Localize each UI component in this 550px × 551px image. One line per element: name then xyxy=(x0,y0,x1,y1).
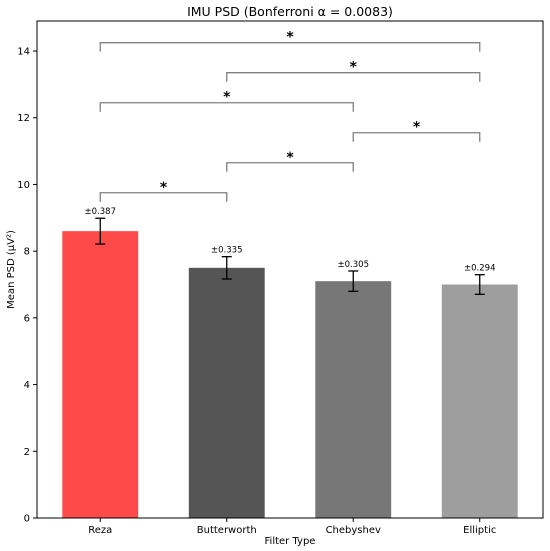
y-tick-label-2: 2 xyxy=(24,447,30,458)
x-ticks-group: Reza Butterworth Chebyshev Elliptic xyxy=(88,518,496,536)
bar-reza xyxy=(62,231,139,519)
error-label-reza: ±0.387 xyxy=(85,207,116,217)
y-tick-label-10: 10 xyxy=(17,180,30,191)
y-tick-label-12: 12 xyxy=(17,113,30,124)
error-label-butterworth: ±0.335 xyxy=(211,246,242,256)
bar-butterworth xyxy=(188,267,265,518)
bars-group xyxy=(62,231,518,519)
x-tick-label-chebyshev: Chebyshev xyxy=(326,525,381,536)
y-tick-label-6: 6 xyxy=(24,313,30,324)
y-ticks-group: 0 2 4 6 8 10 12 14 xyxy=(17,47,37,525)
significance-bracket-0 xyxy=(99,192,228,202)
y-axis-label: Mean PSD (μV²) xyxy=(6,230,17,309)
x-tick-label-butterworth: Butterworth xyxy=(197,525,257,536)
x-tick-label-elliptic: Elliptic xyxy=(463,525,496,536)
significance-bracket-5 xyxy=(99,42,481,52)
significance-bracket-3 xyxy=(99,102,354,112)
x-axis-label: Filter Type xyxy=(265,536,316,547)
significance-bracket-4 xyxy=(226,72,481,82)
significance-star-2: * xyxy=(413,120,421,136)
error-label-chebyshev: ±0.305 xyxy=(338,260,369,270)
y-tick-label-0: 0 xyxy=(24,514,30,525)
bar-elliptic xyxy=(441,284,518,518)
significance-star-1: * xyxy=(286,150,294,166)
significance-star-0: * xyxy=(160,180,168,196)
axes-group xyxy=(36,20,544,519)
significance-star-5: * xyxy=(286,30,294,46)
y-tick-label-14: 14 xyxy=(17,47,30,58)
plot-frame xyxy=(36,20,544,519)
bar-chebyshev xyxy=(315,281,392,518)
error-bars-group: ±0.387 ±0.335 ±0.305 ±0.294 xyxy=(85,207,495,295)
significance-bracket-2 xyxy=(352,132,481,142)
y-tick-label-4: 4 xyxy=(24,380,30,391)
chart-title: IMU PSD (Bonferroni α = 0.0083) xyxy=(187,4,393,19)
significance-star-3: * xyxy=(223,90,231,106)
significance-brackets-group: * * * * * * xyxy=(99,30,481,202)
significance-star-4: * xyxy=(350,60,358,76)
x-tick-label-reza: Reza xyxy=(88,525,112,536)
y-tick-label-8: 8 xyxy=(24,247,30,258)
significance-bracket-1 xyxy=(226,162,354,172)
error-label-elliptic: ±0.294 xyxy=(464,264,495,274)
